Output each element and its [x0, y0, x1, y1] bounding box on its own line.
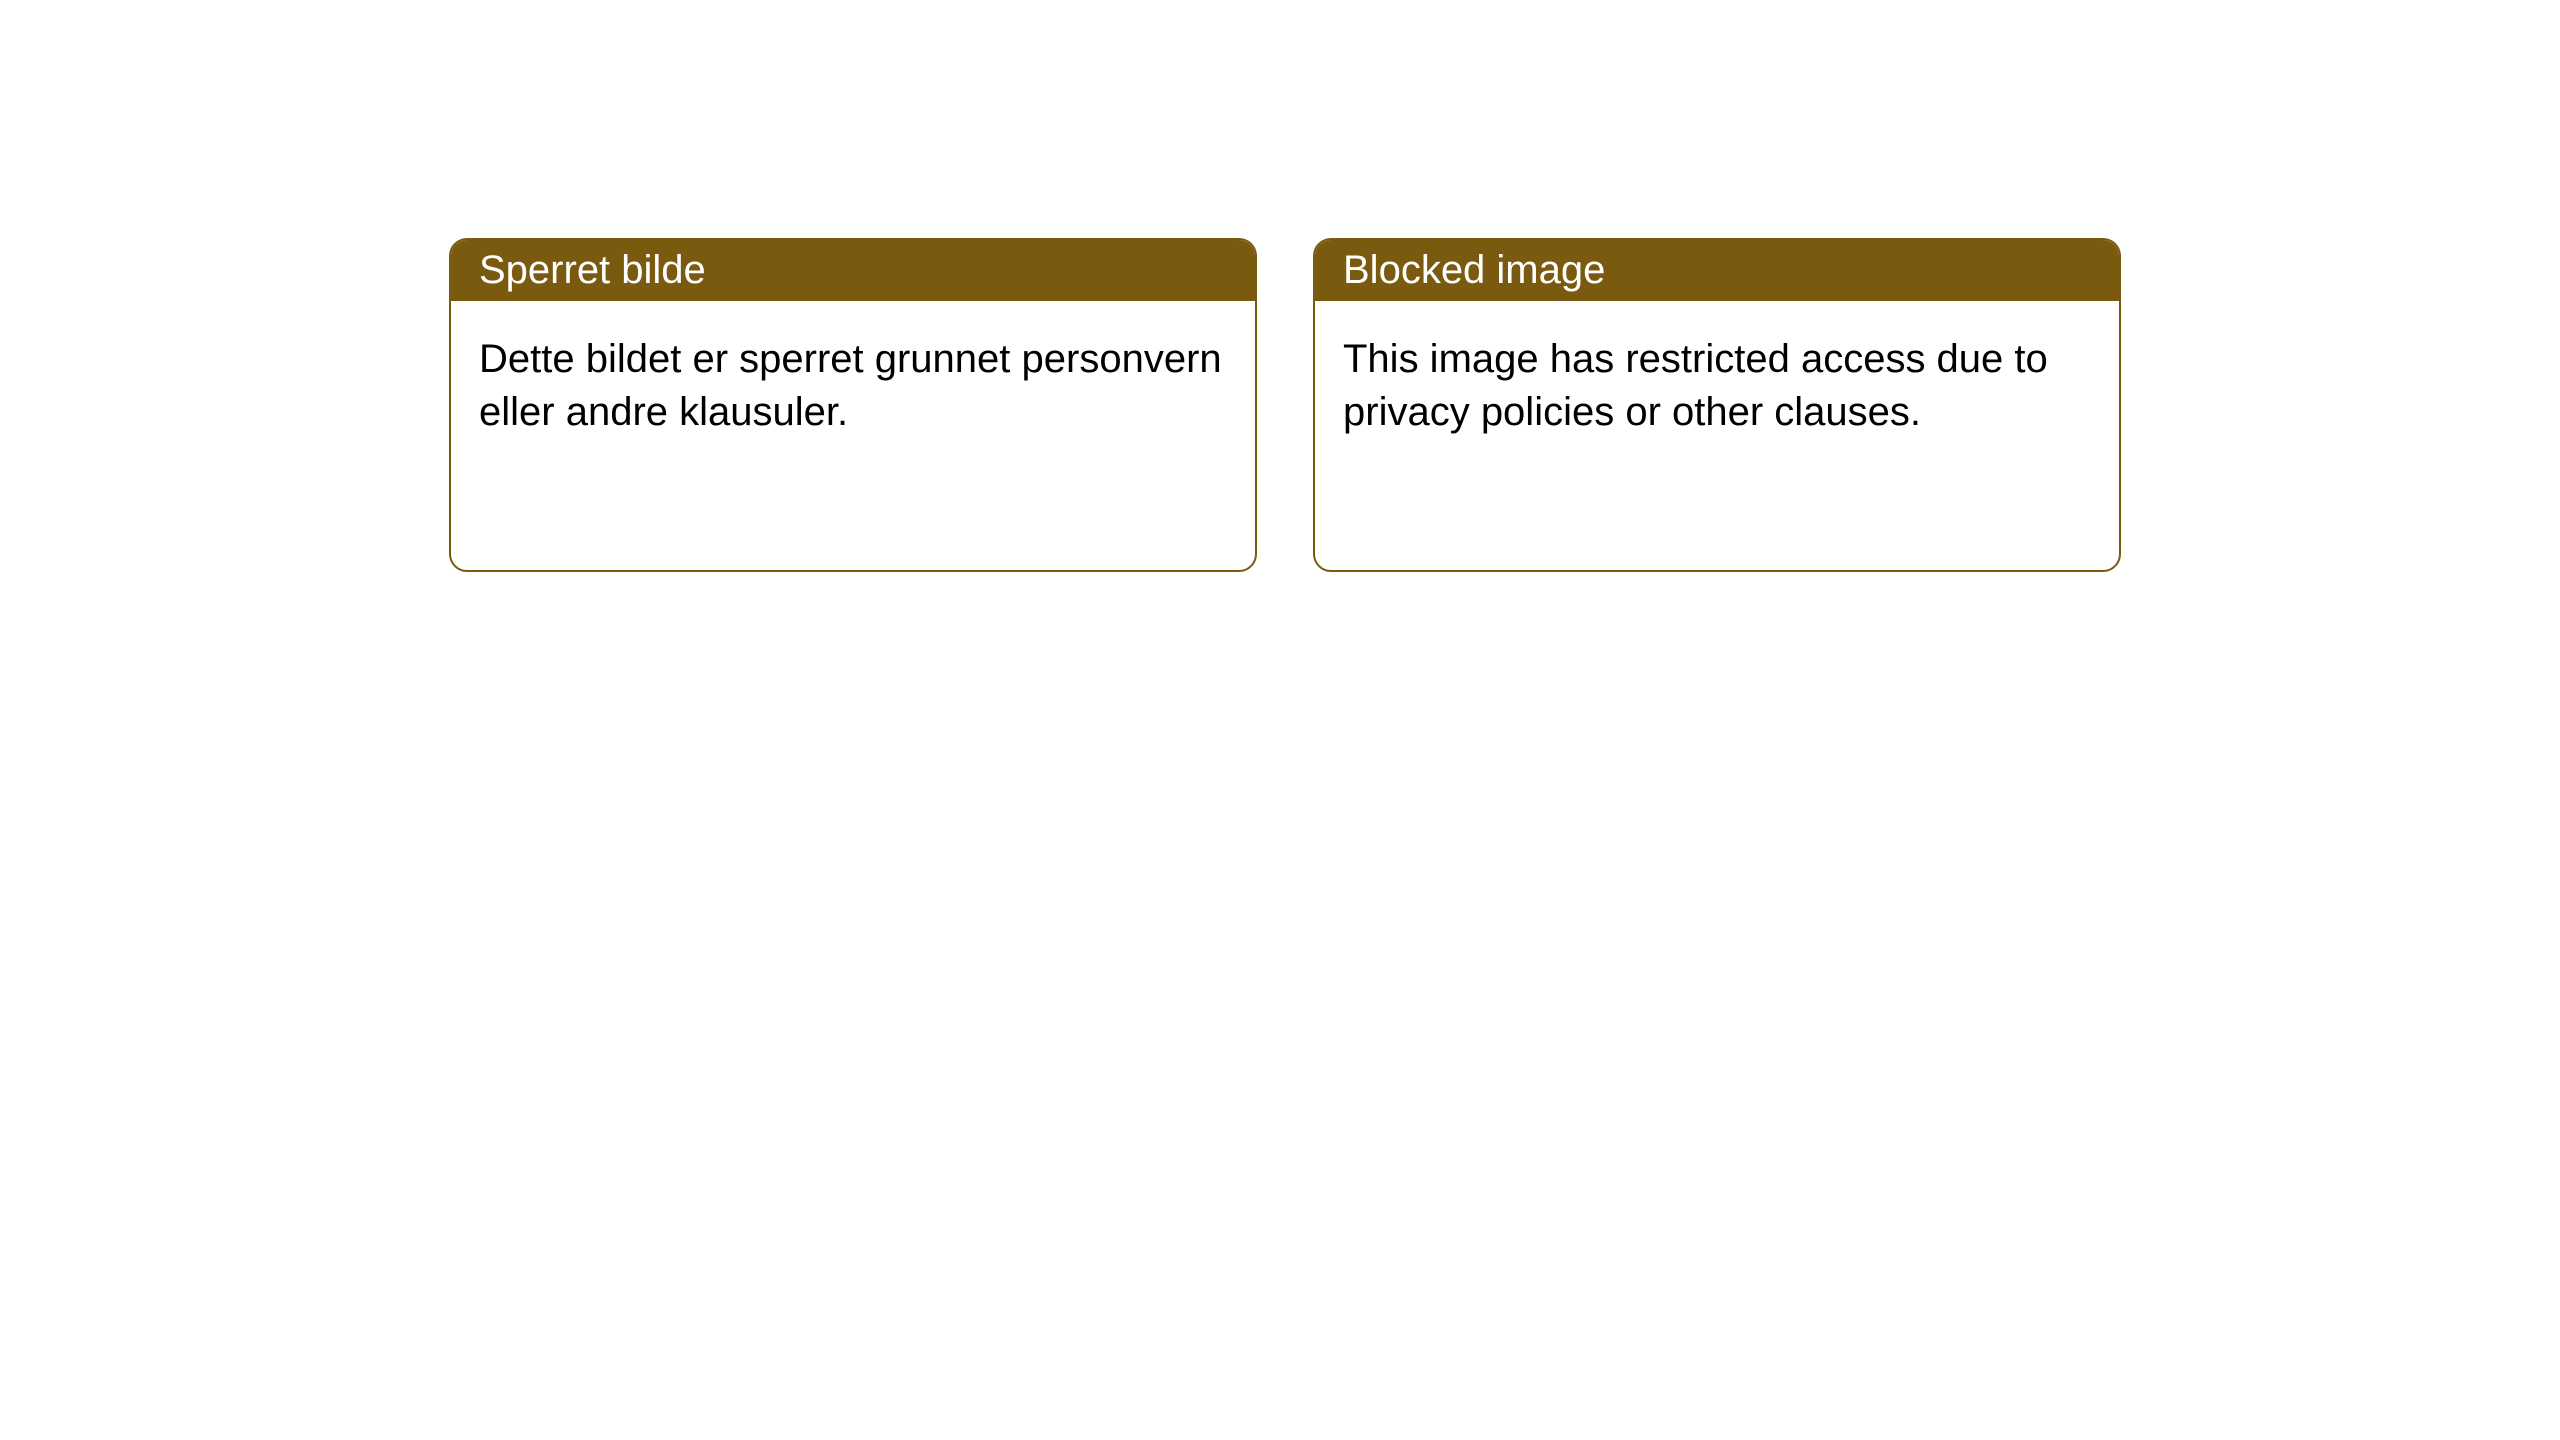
- notice-container: Sperret bilde Dette bildet er sperret gr…: [0, 0, 2560, 572]
- notice-body-english: This image has restricted access due to …: [1315, 301, 2119, 471]
- notice-title-norwegian: Sperret bilde: [451, 240, 1255, 301]
- notice-card-norwegian: Sperret bilde Dette bildet er sperret gr…: [449, 238, 1257, 572]
- notice-title-english: Blocked image: [1315, 240, 2119, 301]
- notice-body-norwegian: Dette bildet er sperret grunnet personve…: [451, 301, 1255, 471]
- notice-card-english: Blocked image This image has restricted …: [1313, 238, 2121, 572]
